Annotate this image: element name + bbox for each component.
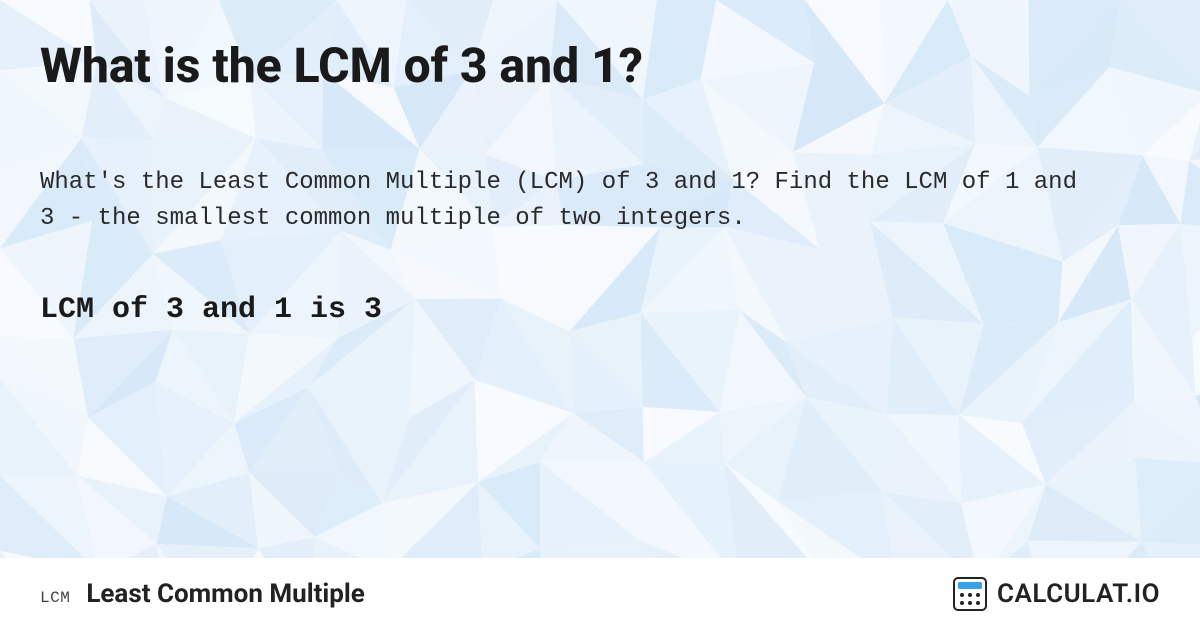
calculator-icon xyxy=(953,577,987,611)
footer-title: Least Common Multiple xyxy=(86,579,365,609)
lcm-badge: LCM xyxy=(40,589,70,607)
page-title: What is the LCM of 3 and 1? xyxy=(40,40,1160,93)
page-description: What's the Least Common Multiple (LCM) o… xyxy=(40,165,1100,237)
brand-name: CALCULAT.IO xyxy=(997,579,1160,609)
result-heading: LCM of 3 and 1 is 3 xyxy=(40,293,1160,327)
main-content: What is the LCM of 3 and 1? What's the L… xyxy=(0,0,1200,630)
footer-left-group: LCM Least Common Multiple xyxy=(40,579,365,609)
footer-bar: LCM Least Common Multiple CALCULAT.IO xyxy=(0,558,1200,630)
footer-brand: CALCULAT.IO xyxy=(953,577,1160,611)
